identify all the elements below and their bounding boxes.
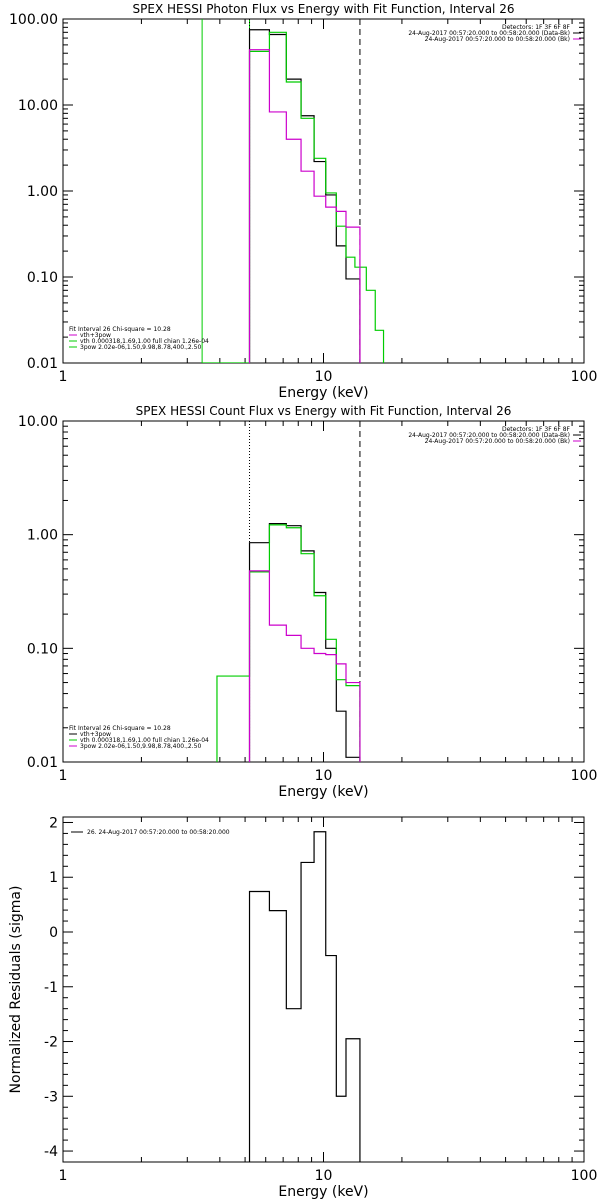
x-tick-label: 10 bbox=[315, 369, 333, 385]
legend-entry: 24-Aug-2017 00:57:20.000 to 00:58:20.000… bbox=[408, 30, 570, 37]
x-tick-label: 1 bbox=[59, 1168, 68, 1184]
x-tick-label: 100 bbox=[571, 369, 598, 385]
spectrum-series-3 bbox=[248, 49, 361, 363]
legend-entry: vth+3pow bbox=[80, 332, 111, 339]
spectrum-series-2 bbox=[202, 31, 385, 363]
y-tick-label: 1.00 bbox=[27, 528, 58, 544]
legend-entry: vth 0.000318,1.69,1.00 full chian 1.26e-… bbox=[80, 338, 209, 345]
y-tick-label: -4 bbox=[44, 1144, 58, 1160]
x-axis-label: Energy (keV) bbox=[278, 385, 368, 401]
spectrum-series-1 bbox=[248, 29, 361, 363]
y-tick-label: 2 bbox=[49, 815, 58, 831]
plot-frame bbox=[62, 816, 585, 1163]
x-tick-label: 1 bbox=[59, 369, 68, 385]
chart-title: SPEX HESSI Count Flux vs Energy with Fit… bbox=[136, 404, 512, 418]
y-tick-label: 0.01 bbox=[27, 755, 58, 771]
spectrum-series-1 bbox=[248, 831, 361, 1162]
y-tick-label: -2 bbox=[44, 1035, 58, 1051]
legend-entry: Detectors: 1F 3F 6F 8F bbox=[502, 24, 571, 31]
y-tick-label: -1 bbox=[44, 980, 58, 996]
y-tick-label: 10.00 bbox=[18, 414, 58, 430]
legend-entry: 24-Aug-2017 00:57:20.000 to 00:58:20.000… bbox=[425, 36, 570, 43]
y-tick-label: 0.01 bbox=[27, 356, 58, 372]
x-tick-label: 1 bbox=[59, 768, 68, 784]
y-tick-label: -3 bbox=[44, 1089, 58, 1105]
plot-area bbox=[216, 421, 361, 762]
plot-area bbox=[248, 831, 361, 1162]
x-tick-label: 100 bbox=[571, 768, 598, 784]
y-tick-label: 100.00 bbox=[9, 12, 58, 28]
y-tick-label: 0.10 bbox=[27, 270, 58, 286]
spectrum-series-1 bbox=[248, 523, 361, 762]
legend-entry: 26. 24-Aug-2017 00:57:20.000 to 00:58:20… bbox=[87, 829, 230, 836]
legend-entry: vth 0.000318,1.69,1.00 full chian 1.26e-… bbox=[80, 737, 209, 744]
y-tick-label: 0 bbox=[49, 925, 58, 941]
legend-entry: vth+3pow bbox=[80, 731, 111, 738]
y-tick-label: 1.00 bbox=[27, 184, 58, 200]
chart-panel-3: 1 10 100 -4 -3 -2 -1 0 1 2 Energy (keV) Normalized … bbox=[8, 815, 597, 1200]
x-axis-label: Energy (keV) bbox=[278, 784, 368, 800]
plot-frame bbox=[62, 18, 585, 364]
legend-entry: 24-Aug-2017 00:57:20.000 to 00:58:20.000… bbox=[425, 438, 570, 445]
y-tick-label: 10.00 bbox=[18, 98, 58, 114]
x-axis-label: Energy (keV) bbox=[278, 1184, 368, 1200]
x-tick-label: 100 bbox=[571, 1168, 598, 1184]
legend-entry: Fit Interval 26 Chi-square = 10.28 bbox=[69, 725, 171, 732]
legend-entry: 3pow 2.02e-06,1.50,9.98,8.78,400.,2.50 bbox=[80, 344, 201, 351]
spectrum-series-2 bbox=[216, 524, 361, 762]
legend-entry: Detectors: 1F 3F 6F 8F bbox=[502, 426, 571, 433]
chart-panel-1: 1 10 100 0.01 0.10 1.00 10.00 100.00 SPEX HESSI … bbox=[9, 2, 597, 401]
chart-panel-2: 1 10 100 0.01 0.10 1.00 10.00 SPEX HESSI Count … bbox=[18, 404, 597, 800]
x-tick-label: 10 bbox=[315, 1168, 333, 1184]
plot-frame bbox=[62, 420, 585, 763]
y-tick-label: 0.10 bbox=[27, 641, 58, 657]
plot-area bbox=[201, 19, 385, 363]
x-tick-label: 10 bbox=[315, 768, 333, 784]
y-axis-label: Normalized Residuals (sigma) bbox=[8, 886, 24, 1094]
spectrum-series-3 bbox=[248, 570, 361, 762]
legend-entry: Fit Interval 26 Chi-square = 10.28 bbox=[69, 326, 171, 333]
legend-entry: 24-Aug-2017 00:57:20.000 to 00:58:20.000… bbox=[408, 432, 570, 439]
chart-title: SPEX HESSI Photon Flux vs Energy with Fi… bbox=[133, 2, 515, 16]
legend-entry: 3pow 2.02e-06,1.50,9.98,8.78,400.,2.50 bbox=[80, 743, 201, 750]
y-tick-label: 1 bbox=[49, 870, 58, 886]
